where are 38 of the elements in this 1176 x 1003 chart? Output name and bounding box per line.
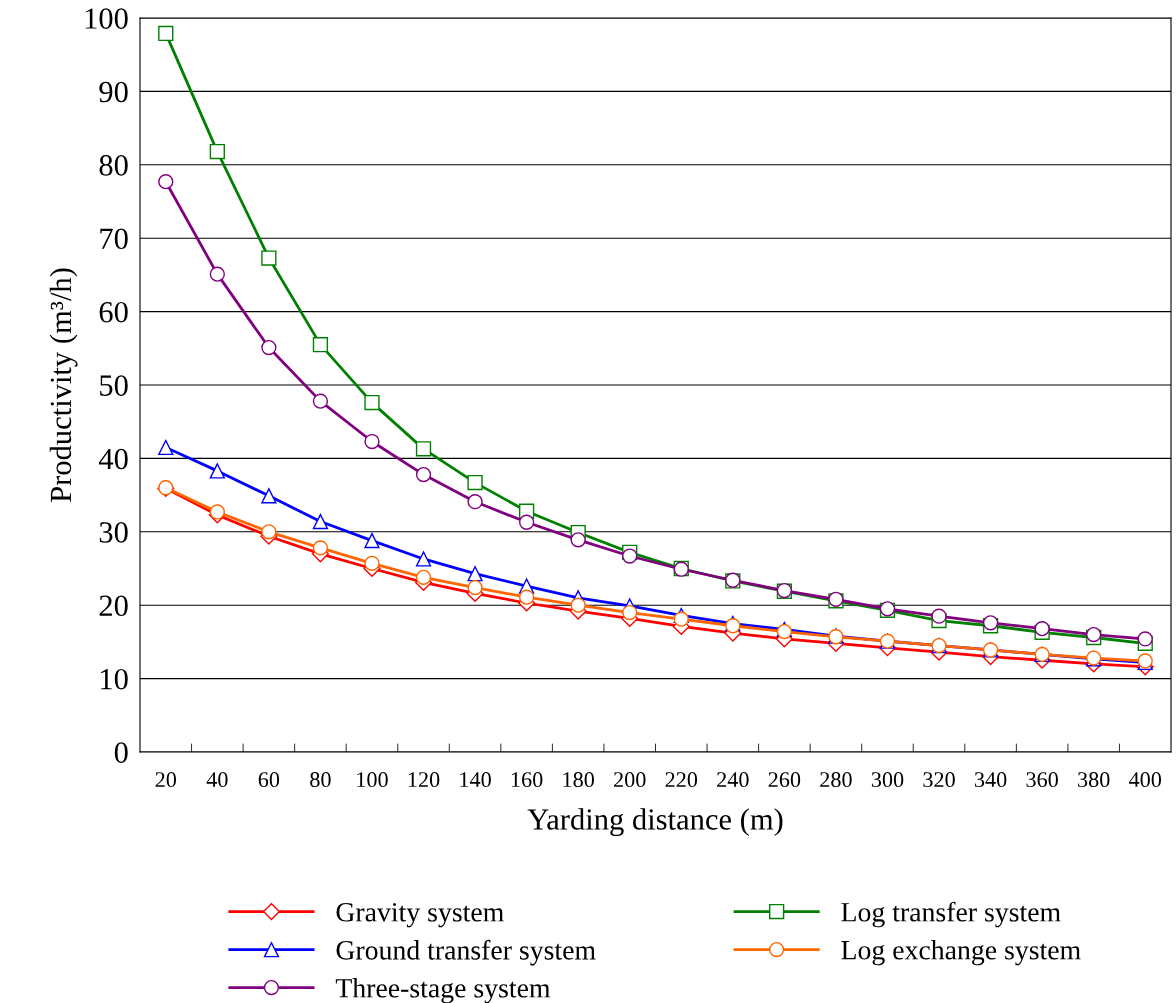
x-tick-label: 260 [768,772,801,788]
x-tick-label: 80 [310,772,331,788]
x-tick-label: 320 [923,772,955,788]
y-tick-label: 50 [100,375,128,396]
x-tick-label: 100 [357,772,388,788]
x-tick-label: 180 [563,772,594,788]
y-tick-label: 20 [99,595,128,617]
legend-label: Log exchange system [841,940,1081,966]
y-tick-label: 80 [99,155,128,176]
x-tick-label: 380 [1078,772,1110,788]
x-tick-label: 200 [614,772,646,788]
x-tick-label: 280 [820,772,852,788]
x-tick-label: 160 [511,772,543,788]
x-tick-label: 120 [408,772,440,788]
y-tick-label: 40 [98,448,128,470]
legend-label: Three-stage system [335,978,551,1003]
x-tick-label: 40 [206,772,228,788]
legend-label: Gravity system [336,902,504,928]
x-tick-label: 60 [258,772,280,788]
y-tick-label: 90 [99,81,128,103]
x-tick-label: 340 [974,772,1007,788]
y-tick-label: 0 [114,742,128,763]
x-axis-title: Yarding distance (m) [527,808,783,837]
x-tick-label: 300 [871,772,904,788]
legend-label: Log transfer system [841,901,1061,928]
x-tick-label: 20 [155,772,177,788]
legend-label: Ground transfer system [336,939,596,966]
y-tick-label: 10 [101,668,128,690]
x-tick-label: 220 [665,772,698,788]
x-tick-label: 360 [1026,772,1058,788]
y-axis-title: Productivity (m³/h) [49,268,78,502]
x-tick-label: 400 [1128,772,1162,788]
y-tick-label: 100 [85,8,128,29]
y-tick-label: 60 [99,301,128,323]
x-tick-label: 140 [460,772,491,788]
x-tick-label: 240 [717,772,749,788]
y-tick-label: 70 [100,228,128,250]
y-tick-label: 30 [99,522,128,543]
